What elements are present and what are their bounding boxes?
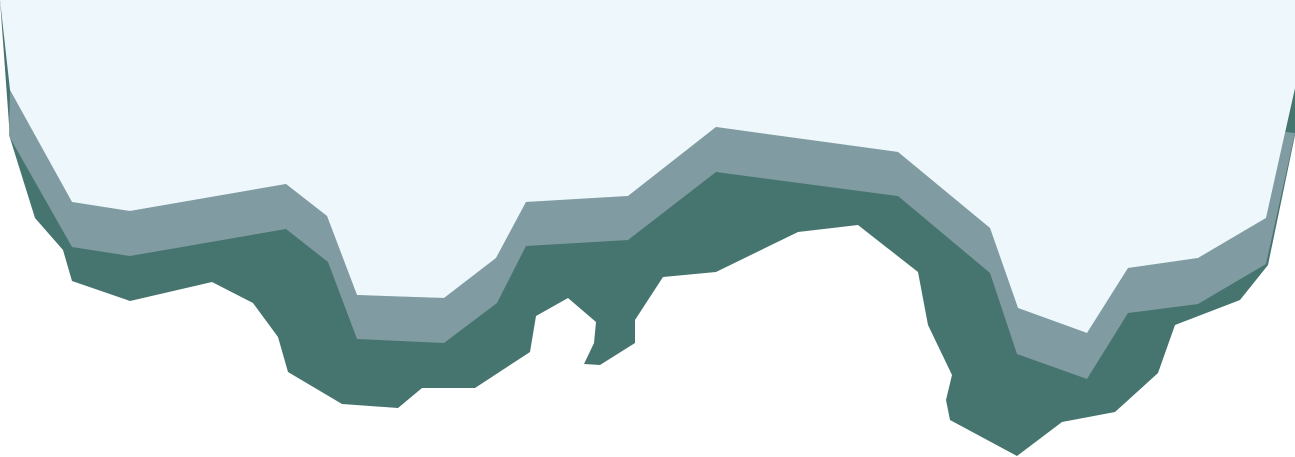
snow-top-surface bbox=[0, 0, 1295, 333]
